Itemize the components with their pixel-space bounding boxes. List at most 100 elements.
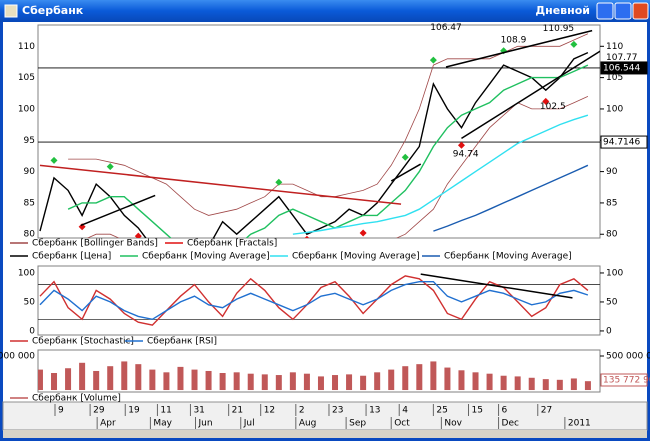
y-tick-label-right: 105 — [606, 73, 623, 83]
volume-bar — [149, 369, 156, 391]
volume-bar — [430, 361, 437, 391]
x-tick-label: 15 — [471, 406, 482, 416]
month-label: Apr — [100, 419, 116, 429]
fractal-down — [542, 97, 550, 105]
legend-label: Сбербанк [Volume] — [32, 394, 121, 404]
fractal-up — [570, 40, 578, 48]
volume-bar — [135, 364, 142, 391]
series-line — [86, 96, 589, 238]
y-tick-label-left: 500 000 000 — [0, 351, 35, 361]
y-tick-label-right: 500 000 000 — [606, 351, 650, 361]
month-label: Oct — [394, 419, 410, 429]
y-tick-label-left: 105 — [18, 73, 35, 83]
volume-bar — [163, 372, 170, 391]
trend-line — [420, 273, 573, 299]
last-value: 107.77 — [606, 53, 638, 63]
y-tick-label-left: 50 — [24, 297, 36, 307]
month-label: 2011 — [568, 419, 591, 429]
volume-bar — [121, 361, 128, 391]
y-tick-label-left: 85 — [24, 198, 35, 208]
legend-label: Сбербанк [Moving Average] — [142, 252, 270, 262]
volume-bar — [374, 372, 381, 391]
legend-label: Сбербанк [Moving Average] — [444, 252, 572, 262]
volume-bar — [93, 370, 100, 391]
volume-bar — [528, 377, 535, 391]
fractal-down — [359, 229, 367, 237]
volume-bar — [261, 374, 268, 391]
annotation: 108.9 — [501, 36, 527, 46]
volume-bar — [38, 369, 43, 391]
y-tick-label-right: 100 — [606, 268, 623, 278]
x-tick-label: 19 — [128, 406, 140, 416]
volume-bar — [191, 369, 198, 391]
window-title: Сбербанк — [22, 4, 84, 17]
x-tick-label: 9 — [58, 406, 64, 416]
level-label-box — [600, 135, 648, 149]
level-label: 94.7146 — [603, 138, 640, 148]
y-tick-label-right: 85 — [606, 198, 617, 208]
volume-bar — [275, 375, 282, 391]
volume-bar — [472, 372, 479, 391]
series-line — [39, 281, 589, 321]
volume-bar — [332, 375, 339, 391]
y-tick-label-right: 90 — [606, 167, 618, 177]
volume-bar — [177, 366, 184, 391]
annotation: 102.5 — [540, 102, 566, 112]
plot — [38, 29, 600, 238]
volume-bar — [584, 381, 591, 391]
y-tick-label-left: 95 — [24, 136, 35, 146]
last-value-box — [600, 373, 648, 387]
y-tick-label-left: 90 — [24, 167, 36, 177]
x-tick-label: 2 — [299, 406, 305, 416]
fractal-down — [457, 141, 465, 149]
fractal-up — [50, 156, 58, 164]
fractal-up — [106, 163, 114, 171]
scrollbar[interactable] — [3, 430, 647, 438]
fractal-up — [429, 56, 437, 64]
oscillator-panel — [37, 265, 601, 336]
month-label: Dec — [502, 419, 519, 429]
series-line — [292, 114, 589, 235]
y-tick-label-left: 80 — [24, 230, 36, 240]
volume-bar — [556, 379, 563, 391]
x-tick-label: 23 — [332, 406, 343, 416]
volume-bar — [219, 373, 226, 391]
minimize-button[interactable] — [596, 2, 614, 20]
series-line — [39, 275, 589, 326]
volume-bar — [205, 370, 212, 391]
x-tick-label: 6 — [502, 406, 508, 416]
volume-bar — [303, 373, 310, 391]
volume-bar — [402, 366, 409, 391]
volume-bar — [416, 364, 423, 391]
volume-bar — [317, 376, 324, 391]
legend-label: Сбербанк [Bollinger Bands] — [32, 239, 158, 249]
x-tick-label: 29 — [93, 406, 105, 416]
title-bar — [0, 0, 650, 22]
close-button[interactable] — [632, 2, 649, 20]
volume-bar — [458, 370, 465, 391]
volume-bar — [65, 368, 72, 391]
month-label: Jul — [243, 419, 255, 429]
volume-bar — [360, 375, 367, 391]
last-value-label: 135 772 90 — [603, 376, 650, 386]
x-tick-label: 21 — [232, 406, 243, 416]
volume-bar — [79, 362, 86, 391]
y-tick-label-left: 110 — [18, 42, 35, 52]
trend-line — [390, 163, 422, 182]
legend-label: Сбербанк [Цена] — [32, 252, 111, 262]
fractal-down — [304, 235, 310, 238]
x-tick-label: 25 — [436, 406, 447, 416]
volume-bar — [514, 376, 521, 391]
legend-label: Сбербанк [Stochastic] — [32, 337, 134, 347]
legend-label: Сбербанк [Moving Average] — [292, 252, 420, 262]
series-line — [67, 64, 589, 238]
x-tick-label: 11 — [160, 406, 171, 416]
x-tick-label: 27 — [541, 406, 552, 416]
maximize-button[interactable] — [614, 2, 632, 20]
y-tick-label-right: 110 — [606, 42, 623, 52]
trend-line — [445, 29, 593, 68]
date-axis — [2, 401, 648, 431]
x-tick-label: 13 — [369, 406, 380, 416]
trend-line — [461, 50, 600, 140]
